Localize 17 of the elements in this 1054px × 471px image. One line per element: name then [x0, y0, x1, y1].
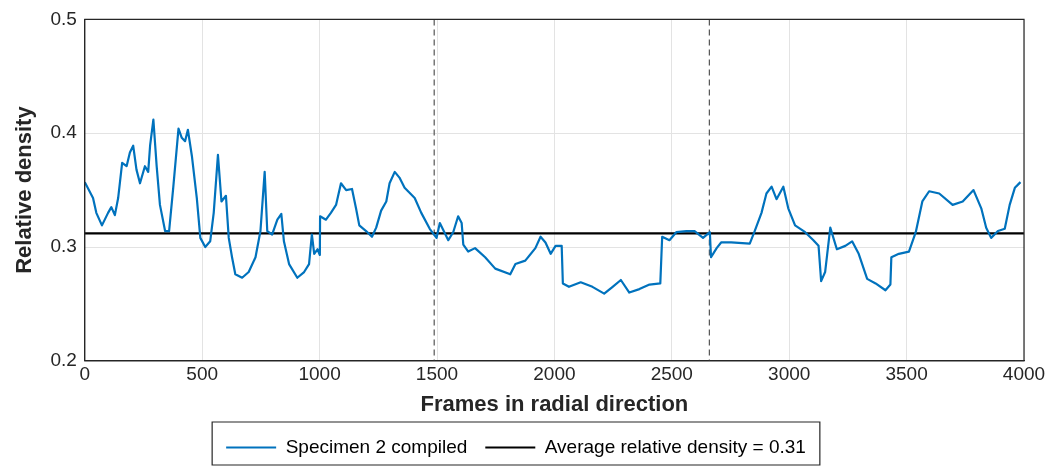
legend-label: Specimen 2 compiled: [285, 435, 468, 457]
x-tick-label: 3500: [885, 363, 928, 385]
x-tick-label: 0: [79, 363, 91, 385]
x-tick-label: 500: [186, 363, 219, 385]
legend-label: Average relative density = 0.31: [544, 435, 806, 457]
x-axis-title: Frames in radial direction: [420, 390, 689, 416]
y-tick-label: 0.4: [50, 121, 78, 143]
y-tick-label: 0.3: [50, 235, 77, 257]
x-tick-label: 1000: [298, 363, 341, 385]
x-tick-label: 3000: [768, 363, 811, 385]
x-tick-label: 4000: [1002, 363, 1046, 385]
y-axis-title: Relative density: [11, 105, 37, 274]
x-tick-label: 1500: [415, 363, 459, 385]
x-tick-label: 2500: [650, 363, 693, 385]
y-tick-label: 0.2: [50, 349, 77, 371]
y-tick-label: 0.5: [50, 7, 77, 29]
x-tick-label: 2000: [533, 363, 576, 385]
